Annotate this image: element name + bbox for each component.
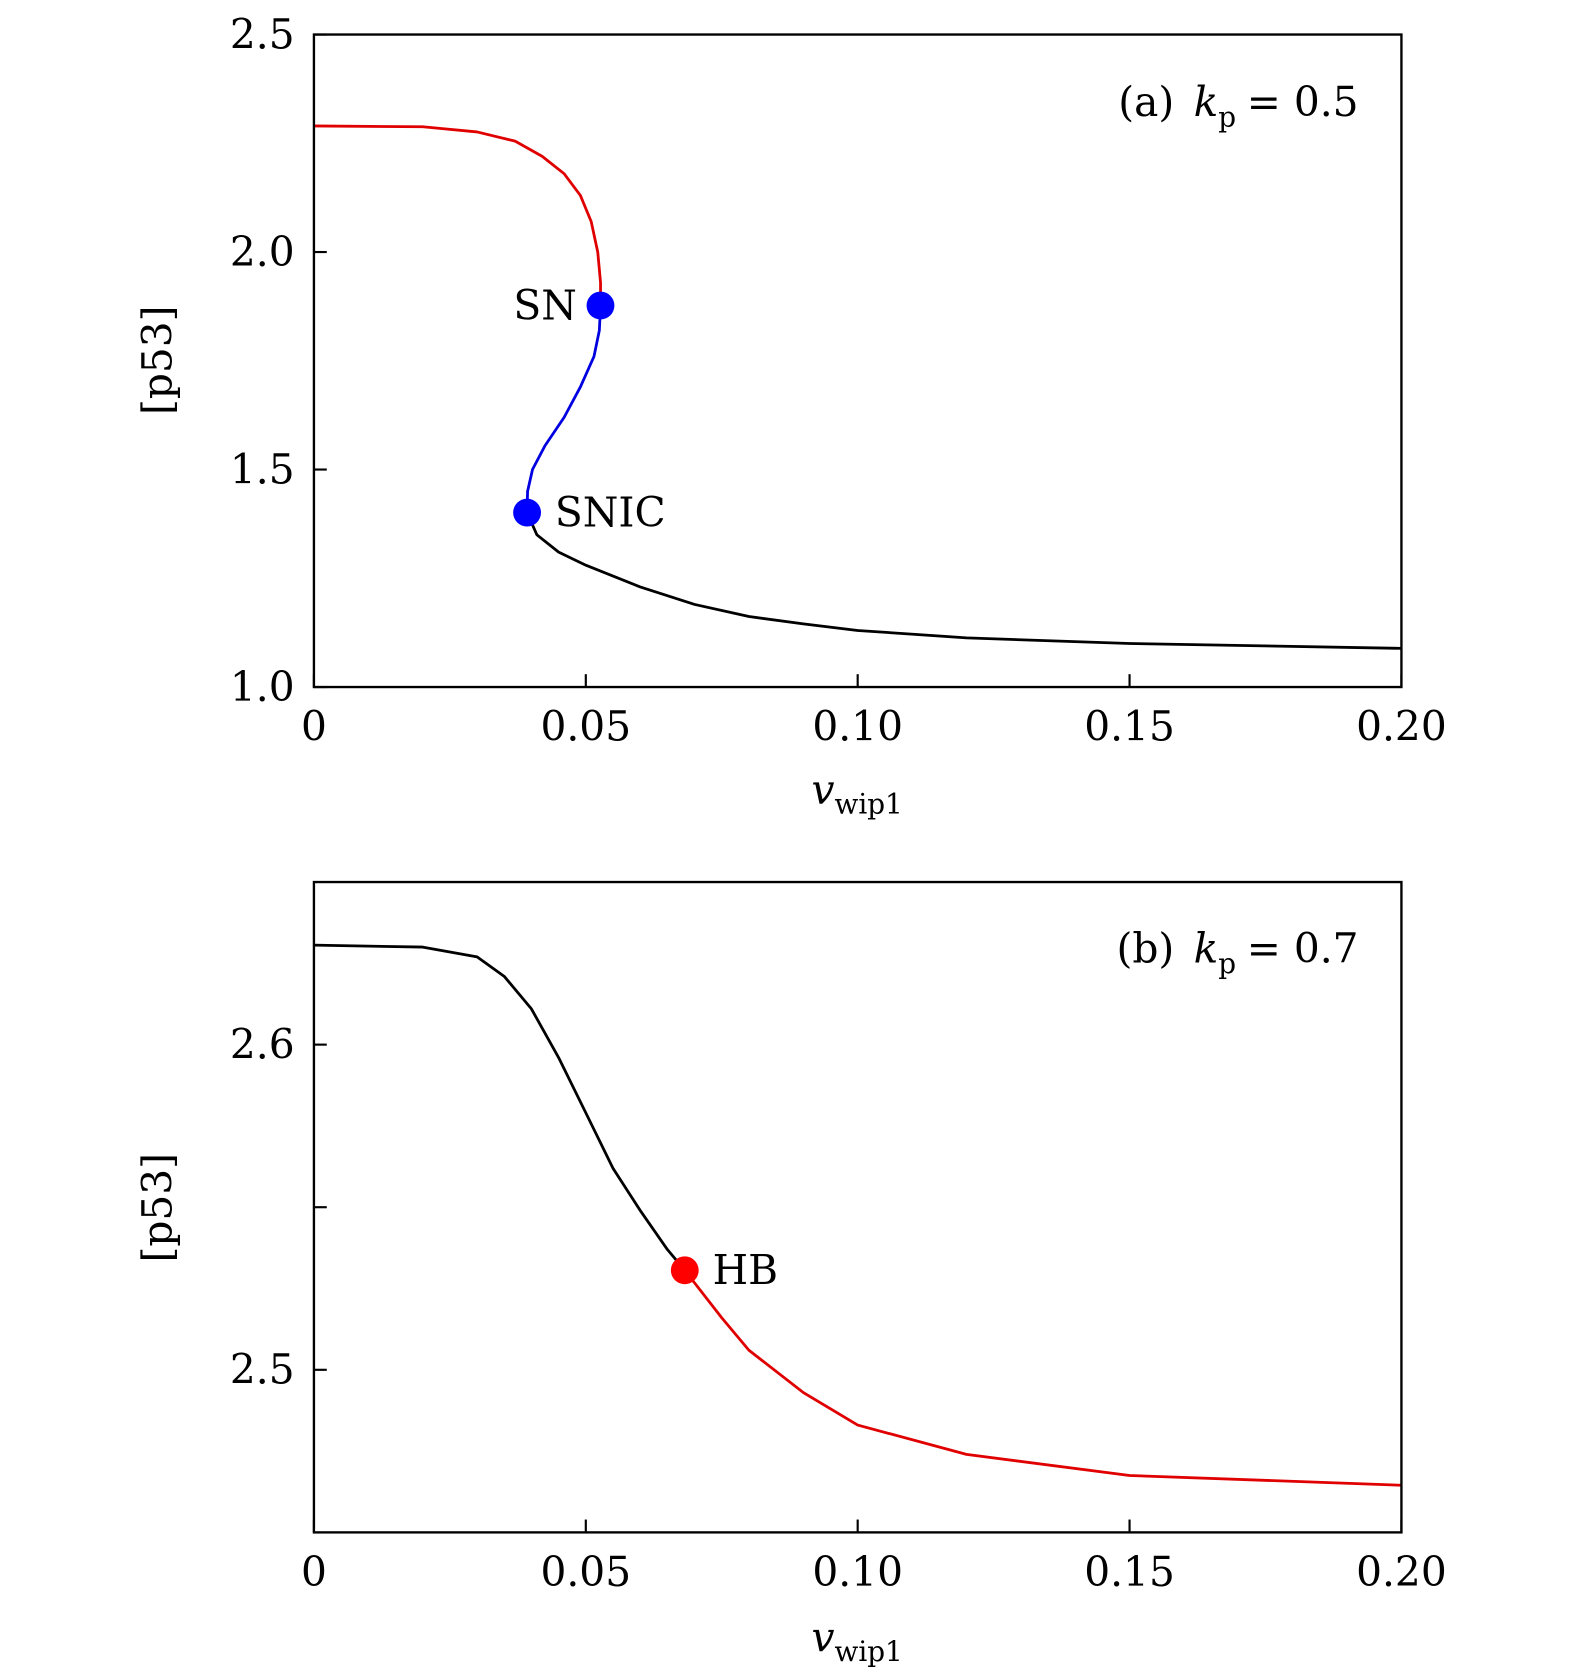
panel-b-x-tick-label: 0 bbox=[301, 1548, 327, 1596]
panel-a-point-snic bbox=[513, 498, 542, 527]
panel-b-y-tick-label: 2.5 bbox=[230, 1346, 295, 1394]
panel-a-point-label-snic: SNIC bbox=[555, 489, 666, 537]
panel-a-y-axis-label: [p53] bbox=[133, 305, 181, 415]
panel-b-x-tick-label: 0.20 bbox=[1356, 1548, 1447, 1596]
panel-a-x-tick-label: 0.15 bbox=[1084, 703, 1175, 751]
panel-a-annotation: (a) kp = 0.5 bbox=[1118, 78, 1358, 134]
panel-b: (b) kp = 0.7 [p53] vwip1 0 0.05 0.10 0.15 0.20… bbox=[133, 880, 1447, 1668]
panel-a-point-sn bbox=[586, 291, 615, 320]
panel-a-y-tick-label: 1.0 bbox=[230, 663, 295, 711]
panel-a-x-tick-label: 0.20 bbox=[1356, 703, 1447, 751]
panel-b-x-tick-label: 0.05 bbox=[540, 1548, 631, 1596]
panel-a-series-1-line bbox=[525, 305, 602, 513]
panel-a-x-tick-label: 0.10 bbox=[812, 703, 903, 751]
panel-a-x-tick-label: 0.05 bbox=[540, 703, 631, 751]
panel-a-y-tick-label: 2.5 bbox=[230, 10, 295, 58]
panel-a-x-axis-label: vwip1 bbox=[812, 766, 903, 821]
panel-a-y-tick-label: 1.5 bbox=[230, 445, 295, 493]
panel-a-point-label-sn: SN bbox=[513, 281, 577, 329]
panel-b-x-axis-label: vwip1 bbox=[812, 1613, 903, 1668]
panel-b-series-1-line bbox=[683, 1269, 1402, 1487]
panel-b-axes-frame bbox=[312, 880, 1403, 1534]
panel-b-point-label-hb: HB bbox=[713, 1246, 778, 1294]
panel-a: (a) kp = 0.5 [p53] vwip1 0 0.05 0.10 0.15 0.20… bbox=[133, 10, 1446, 820]
panel-b-point-hb bbox=[670, 1256, 699, 1285]
panel-b-y-tick-label: 2.6 bbox=[230, 1021, 295, 1069]
panel-b-x-tick-label: 0.15 bbox=[1084, 1548, 1175, 1596]
panel-b-y-axis-label: [p53] bbox=[133, 1153, 181, 1263]
panel-b-annotation: (b) kp = 0.7 bbox=[1116, 924, 1358, 980]
panel-a-x-tick-label: 0 bbox=[301, 703, 327, 751]
panel-b-x-tick-label: 0.10 bbox=[812, 1548, 903, 1596]
panel-a-series-0-line bbox=[313, 124, 602, 306]
panel-b-series-0-line bbox=[313, 943, 686, 1272]
panel-a-series-2-line bbox=[525, 512, 1402, 650]
panel-a-y-tick-label: 2.0 bbox=[230, 228, 295, 276]
